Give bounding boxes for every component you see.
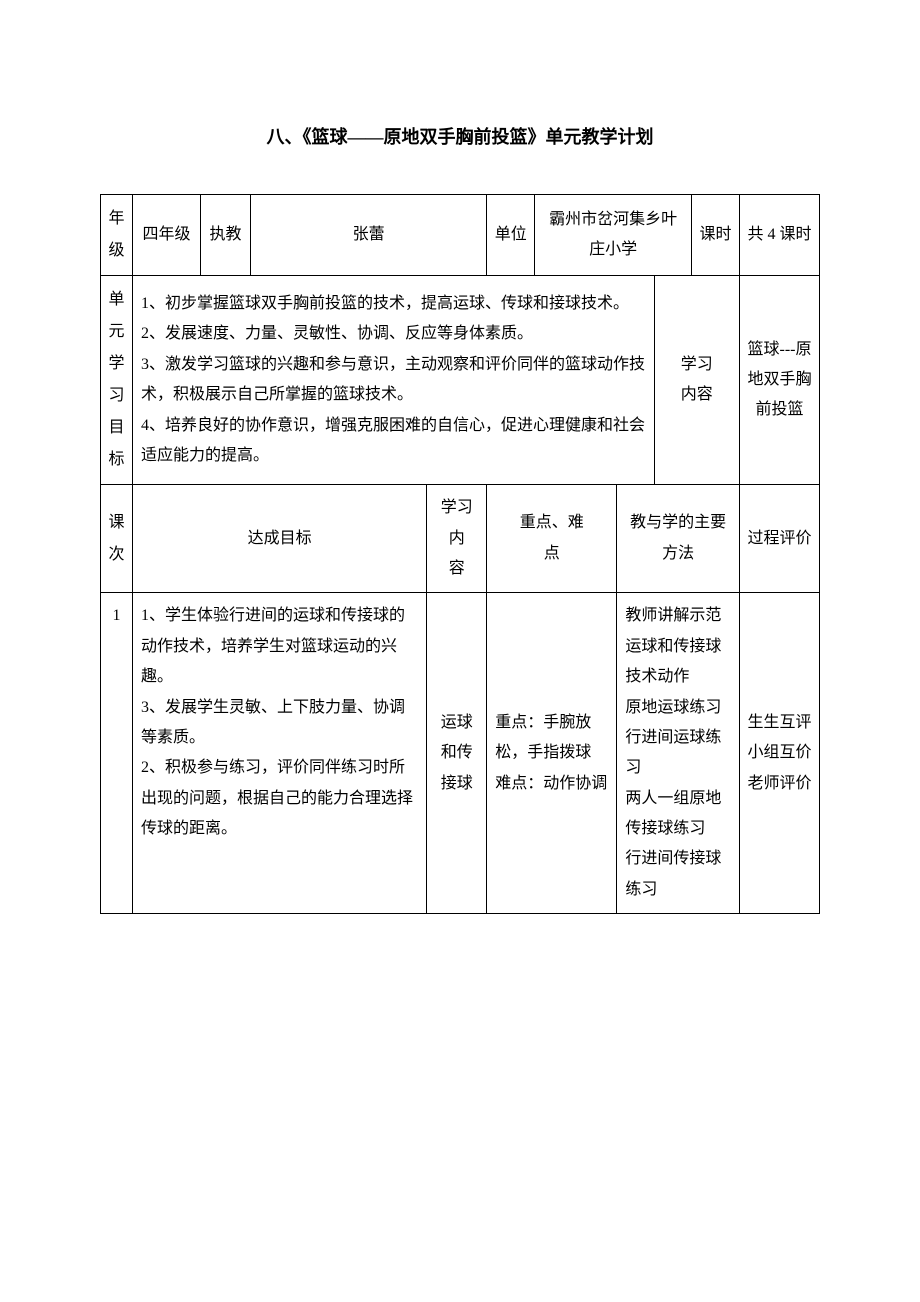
hours-value: 共 4 课时	[740, 195, 820, 276]
goal-label: 达成目标	[133, 485, 427, 593]
unit-value: 霸州市岔河集乡叶庄小学	[535, 195, 692, 276]
lesson-row-1: 1 1、学生体验行进间的运球和传接球的动作技术，培养学生对篮球运动的兴趣。 3、…	[101, 593, 820, 914]
objectives-content: 1、初步掌握篮球双手胸前投篮的技术，提高运球、传球和接球技术。 2、发展速度、力…	[133, 276, 655, 485]
key-label: 重点、难 点	[487, 485, 617, 593]
lesson-content: 运球和传接球	[427, 593, 487, 914]
columns-header-row: 课 次 达成目标 学习内 容 重点、难 点 教与学的主要方法 过程评价	[101, 485, 820, 593]
lesson-plan-table: 年 级 四年级 执教 张蕾 单位 霸州市岔河集乡叶庄小学 课时 共 4 课时 单…	[100, 194, 820, 914]
study-content-value: 篮球---原地双手胸前投篮	[740, 276, 820, 485]
eval-label: 过程评价	[740, 485, 820, 593]
page-title: 八、《篮球——原地双手胸前投篮》单元教学计划	[100, 120, 820, 154]
header-row: 年 级 四年级 执教 张蕾 单位 霸州市岔河集乡叶庄小学 课时 共 4 课时	[101, 195, 820, 276]
grade-value: 四年级	[133, 195, 201, 276]
grade-label: 年 级	[101, 195, 133, 276]
lesson-num: 1	[101, 593, 133, 914]
lesson-eval: 生生互评 小组互价 老师评价	[740, 593, 820, 914]
study-content-label: 学习 内容	[654, 276, 739, 485]
content-label: 学习内 容	[427, 485, 487, 593]
lesson-goal: 1、学生体验行进间的运球和传接球的动作技术，培养学生对篮球运动的兴趣。 3、发展…	[133, 593, 427, 914]
unit-label: 单位	[487, 195, 535, 276]
lesson-key: 重点：手腕放松，手指拨球 难点：动作协调	[487, 593, 617, 914]
lesson-method: 教师讲解示范运球和传接球技术动作 原地运球练习 行进间运球练习 两人一组原地传接…	[617, 593, 740, 914]
lesson-num-label: 课 次	[101, 485, 133, 593]
method-label: 教与学的主要方法	[617, 485, 740, 593]
teacher-value: 张蕾	[251, 195, 487, 276]
objectives-row: 单 元 学 习 目 标 1、初步掌握篮球双手胸前投篮的技术，提高运球、传球和接球…	[101, 276, 820, 485]
hours-label: 课时	[692, 195, 740, 276]
teacher-label: 执教	[201, 195, 251, 276]
objectives-label: 单 元 学 习 目 标	[101, 276, 133, 485]
